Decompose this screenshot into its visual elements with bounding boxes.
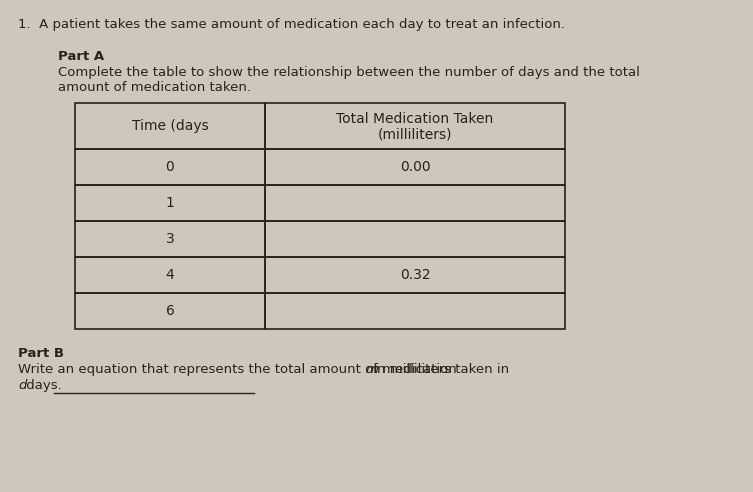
Bar bbox=[75, 293, 265, 329]
Bar bbox=[75, 103, 265, 149]
Text: 0.32: 0.32 bbox=[400, 268, 430, 282]
Text: m: m bbox=[366, 363, 379, 376]
Text: Time (days: Time (days bbox=[132, 119, 209, 133]
Text: Write an equation that represents the total amount of medication: Write an equation that represents the to… bbox=[18, 363, 461, 376]
Bar bbox=[265, 293, 565, 329]
Bar bbox=[75, 185, 265, 221]
Text: 0: 0 bbox=[166, 160, 175, 174]
Bar bbox=[265, 221, 565, 257]
Bar bbox=[265, 257, 565, 293]
Text: Part A: Part A bbox=[58, 50, 104, 63]
Text: Complete the table to show the relationship between the number of days and the t: Complete the table to show the relations… bbox=[58, 66, 640, 79]
Text: 6: 6 bbox=[166, 304, 175, 318]
Text: Part B: Part B bbox=[18, 347, 64, 360]
Text: days.: days. bbox=[22, 379, 62, 392]
Text: amount of medication taken.: amount of medication taken. bbox=[58, 81, 251, 94]
Bar bbox=[75, 257, 265, 293]
Text: d: d bbox=[18, 379, 26, 392]
Text: 3: 3 bbox=[166, 232, 175, 246]
Bar bbox=[265, 185, 565, 221]
Text: (milliliters): (milliliters) bbox=[378, 128, 453, 142]
Text: 1: 1 bbox=[166, 196, 175, 210]
Text: 1.  A patient takes the same amount of medication each day to treat an infection: 1. A patient takes the same amount of me… bbox=[18, 18, 565, 31]
Text: Total Medication Taken: Total Medication Taken bbox=[337, 112, 494, 126]
Bar bbox=[265, 149, 565, 185]
Text: 0.00: 0.00 bbox=[400, 160, 430, 174]
Text: 4: 4 bbox=[166, 268, 175, 282]
Bar bbox=[75, 149, 265, 185]
Bar bbox=[75, 221, 265, 257]
Text: in milliliters taken in: in milliliters taken in bbox=[370, 363, 510, 376]
Bar bbox=[265, 103, 565, 149]
